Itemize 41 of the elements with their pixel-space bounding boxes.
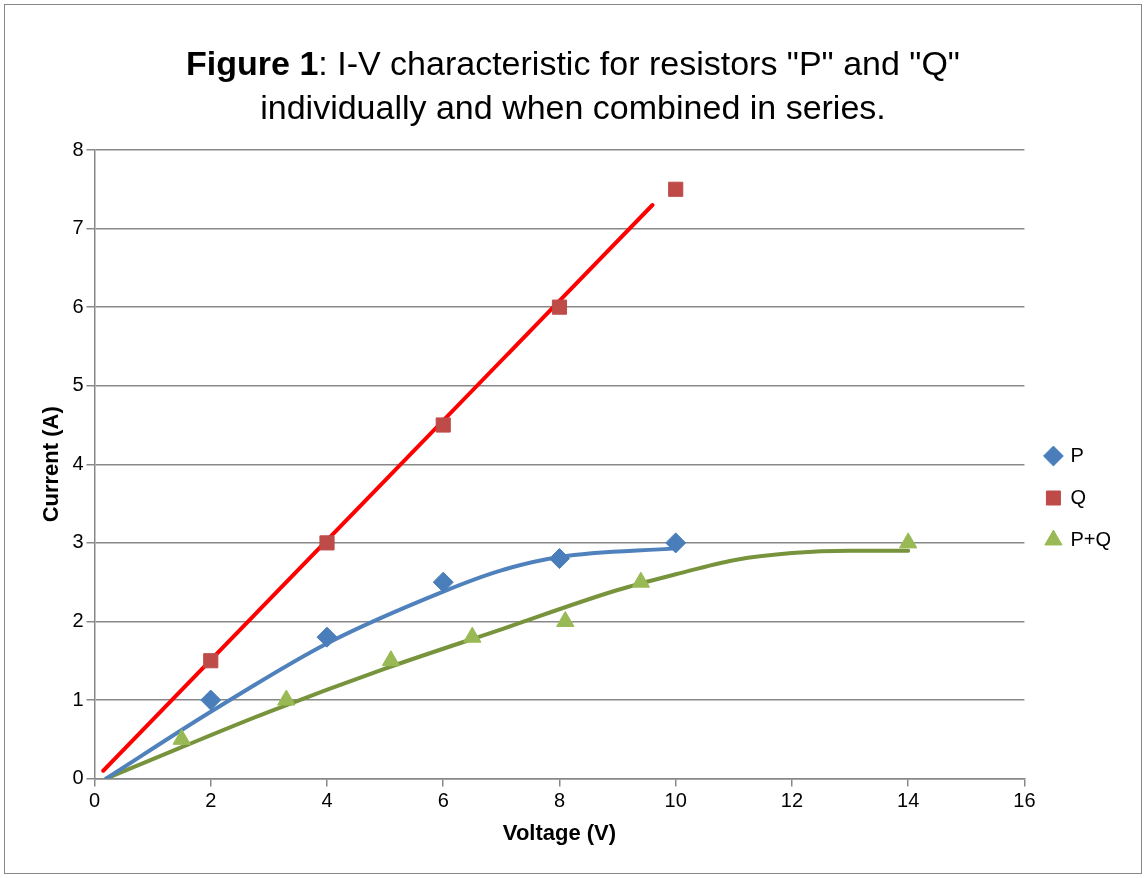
legend-label: Q — [1070, 485, 1086, 508]
point — [665, 532, 687, 554]
x-tick-label: 12 — [780, 789, 804, 812]
point — [319, 535, 335, 551]
y-tick-label: 2 — [72, 608, 84, 631]
x-tick-label: 16 — [1013, 789, 1036, 812]
x-axis-title: Voltage (V) — [502, 819, 617, 845]
point — [899, 532, 918, 549]
legend-label: P — [1070, 443, 1084, 466]
x-tick-label: 4 — [321, 789, 333, 812]
point — [548, 548, 570, 570]
point — [200, 689, 222, 711]
x-tick-label: 0 — [88, 789, 101, 812]
x-tick-label: 8 — [553, 789, 566, 812]
point — [463, 626, 482, 643]
point — [172, 728, 191, 745]
x-tick-label: 14 — [897, 789, 920, 812]
x-tick-label: 10 — [664, 789, 687, 812]
point — [668, 181, 684, 197]
point — [381, 650, 401, 667]
point — [432, 571, 454, 593]
point — [203, 653, 219, 669]
y-tick-label: 5 — [72, 373, 84, 396]
x-tick-label: 2 — [205, 789, 217, 812]
y-tick-label: 3 — [72, 530, 84, 553]
y-tick-label: 1 — [72, 687, 84, 710]
legend-label: P+Q — [1070, 527, 1111, 550]
point — [316, 626, 338, 648]
y-tick-label: 8 — [72, 137, 84, 160]
point — [551, 299, 568, 315]
y-tick-label: 4 — [72, 451, 84, 474]
y-tick-label: 6 — [72, 294, 84, 317]
point — [556, 610, 575, 627]
y-axis-title: Current (A) — [38, 406, 64, 523]
point — [631, 571, 650, 588]
x-tick-label: 6 — [437, 789, 449, 812]
chart-title: Figure 1: I-V characteristic for resistors "P" and "Q" individually and when combined in series. — [185, 43, 961, 128]
point — [435, 417, 451, 433]
y-tick-label: 0 — [72, 766, 84, 789]
y-tick-label: 7 — [72, 216, 84, 239]
point — [277, 689, 296, 706]
